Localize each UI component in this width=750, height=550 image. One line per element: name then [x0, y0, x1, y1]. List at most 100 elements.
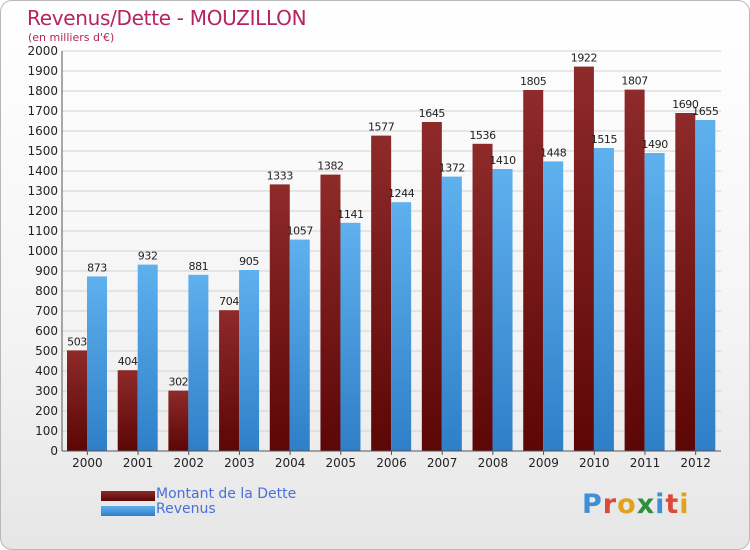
y-tick-label: 600 [35, 324, 58, 338]
data-label-revenus-2010: 1515 [591, 133, 618, 146]
bar-revenus-2011 [644, 153, 665, 451]
x-tick-label-2004: 2004 [275, 456, 306, 470]
y-tick-label: 800 [35, 284, 58, 298]
y-tick-label: 1500 [27, 144, 58, 158]
data-label-revenus-2002: 881 [188, 260, 208, 273]
y-tick-label: 1000 [27, 244, 58, 258]
y-tick-label: 700 [35, 304, 58, 318]
bar-dette-2000 [67, 350, 87, 451]
y-tick-label: 2000 [27, 44, 58, 58]
x-tick-label-2009: 2009 [528, 456, 559, 470]
bar-dette-2007 [421, 122, 442, 451]
bar-revenus-2005 [340, 222, 361, 451]
bar-revenus-2007 [441, 176, 462, 451]
bar-revenus-2002 [188, 274, 209, 451]
data-label-revenus-2004: 1057 [287, 225, 314, 238]
bar-revenus-2004 [289, 239, 310, 451]
bar-dette-2004 [269, 184, 290, 451]
data-label-dette-2002: 302 [168, 376, 188, 389]
bar-dette-2011 [624, 89, 645, 451]
bar-dette-2010 [573, 66, 594, 451]
x-tick-label-2000: 2000 [72, 456, 103, 470]
bar-dette-2008 [472, 143, 493, 452]
bar-dette-2006 [371, 135, 392, 451]
data-label-dette-2009: 1805 [520, 75, 547, 88]
data-label-dette-2008: 1536 [469, 129, 496, 142]
data-label-revenus-2012: 1655 [692, 105, 719, 118]
logo-letter: i [679, 489, 690, 520]
bar-revenus-2008 [492, 169, 513, 451]
data-label-revenus-2006: 1244 [388, 187, 415, 200]
x-tick-label-2012: 2012 [680, 456, 711, 470]
y-tick-label: 1900 [27, 64, 58, 78]
x-tick-label-2006: 2006 [376, 456, 407, 470]
data-label-revenus-2005: 1141 [337, 208, 363, 221]
x-tick-label-2003: 2003 [224, 456, 255, 470]
y-tick-label: 500 [35, 344, 58, 358]
legend-swatch-revenus [101, 506, 155, 516]
y-tick-label: 400 [35, 364, 58, 378]
y-tick-label: 900 [35, 264, 58, 278]
bar-dette-2012 [675, 113, 696, 451]
x-tick-label-2010: 2010 [579, 456, 610, 470]
bar-dette-2002 [168, 390, 189, 451]
data-label-revenus-2011: 1490 [641, 138, 668, 151]
data-label-revenus-2007: 1372 [439, 162, 465, 175]
x-tick-label-2005: 2005 [326, 456, 357, 470]
legend-label-revenus: Revenus [156, 501, 216, 517]
y-tick-label: 100 [35, 424, 58, 438]
data-label-dette-2000: 503 [67, 335, 87, 348]
y-tick-label: 1400 [27, 164, 58, 178]
bar-revenus-2009 [543, 161, 564, 451]
chart-title: Revenus/Dette - MOUZILLON [27, 6, 307, 30]
x-tick-label-2007: 2007 [427, 456, 458, 470]
data-label-dette-2012: 1690 [672, 98, 699, 111]
data-label-dette-2006: 1577 [368, 121, 395, 134]
data-label-dette-2005: 1382 [317, 160, 343, 173]
y-tick-label: 1600 [27, 124, 58, 138]
data-label-revenus-2000: 873 [87, 261, 107, 274]
legend-label-dette: Montant de la Dette [156, 486, 297, 502]
bar-revenus-2001 [137, 264, 158, 451]
y-tick-label: 1800 [27, 84, 58, 98]
bar-revenus-2006 [391, 202, 412, 451]
y-tick-label: 300 [35, 384, 58, 398]
logo-letter: P [582, 489, 603, 520]
y-tick-label: 200 [35, 404, 58, 418]
data-label-dette-2004: 1333 [267, 169, 294, 182]
bar-dette-2005 [320, 174, 341, 451]
x-tick-label-2002: 2002 [173, 456, 204, 470]
bar-revenus-2010 [593, 148, 614, 451]
logo-letter: o [617, 489, 637, 520]
y-tick-label: 1200 [27, 204, 58, 218]
y-tick-label: 1100 [27, 224, 58, 238]
data-label-revenus-2008: 1410 [489, 154, 516, 167]
bar-dette-2003 [219, 310, 240, 451]
proxiti-logo: Proxiti [582, 489, 690, 520]
y-tick-label: 1300 [27, 184, 58, 198]
logo-letter: r [602, 489, 618, 520]
data-label-dette-2003: 704 [219, 295, 239, 308]
legend-swatch-dette [101, 491, 155, 501]
y-tick-label: 0 [50, 444, 58, 458]
logo-letter: i [655, 489, 666, 520]
bar-revenus-2003 [239, 270, 260, 451]
chart-subtitle: (en milliers d'€) [28, 31, 115, 44]
data-label-dette-2007: 1645 [419, 107, 446, 120]
data-label-revenus-2003: 905 [239, 255, 259, 268]
bar-revenus-2000 [87, 276, 107, 451]
data-label-dette-2010: 1922 [571, 52, 597, 65]
data-label-revenus-2009: 1448 [540, 146, 567, 159]
bar-dette-2001 [117, 370, 138, 451]
bar-revenus-2012 [695, 120, 716, 451]
data-label-dette-2001: 404 [118, 355, 138, 368]
bar-dette-2009 [523, 90, 544, 451]
x-tick-label-2011: 2011 [630, 456, 661, 470]
y-tick-label: 1700 [27, 104, 58, 118]
data-label-dette-2011: 1807 [621, 75, 648, 88]
data-label-revenus-2001: 932 [138, 250, 158, 263]
x-tick-label-2008: 2008 [478, 456, 509, 470]
logo-letter: t [665, 489, 680, 520]
